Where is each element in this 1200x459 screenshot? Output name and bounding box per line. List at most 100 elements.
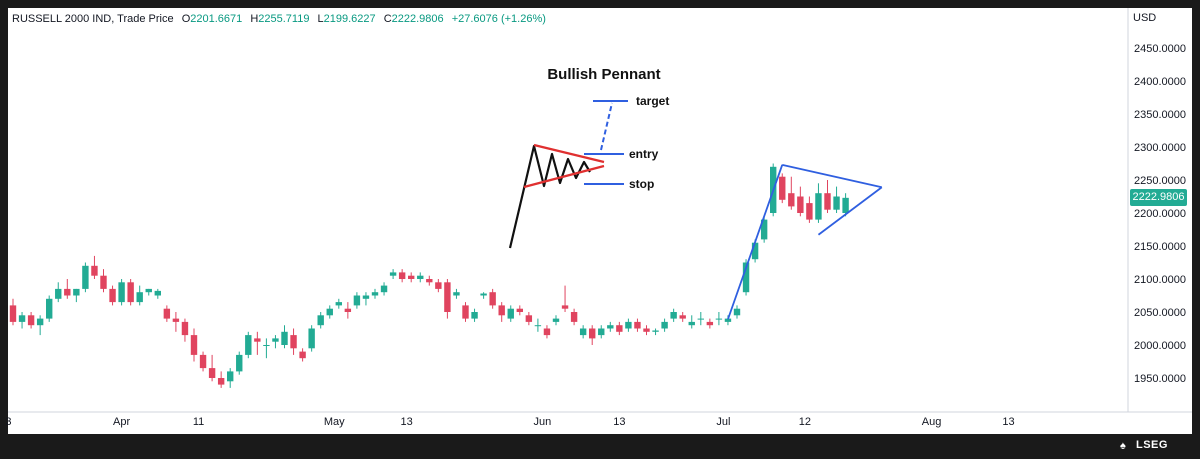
- candle-body: [109, 288, 116, 303]
- candle-body: [27, 315, 35, 326]
- pennant-upper-line: [533, 143, 605, 164]
- candle-body: [281, 331, 288, 345]
- candle-body: [154, 290, 161, 296]
- candle-body: [706, 321, 714, 326]
- candle-body: [507, 308, 514, 319]
- candle-body: [788, 193, 795, 207]
- bullish-pennant-diagram: Bullish Pennant target entry stop: [508, 66, 669, 249]
- candle-body: [380, 285, 388, 293]
- diagram-title: Bullish Pennant: [547, 66, 660, 83]
- y-tick-label: 1950.0000: [1134, 373, 1186, 385]
- y-tick-label: 2150.0000: [1134, 241, 1186, 253]
- candle-body: [625, 321, 632, 329]
- candle-body: [652, 330, 659, 332]
- candle-body: [398, 272, 406, 279]
- candle-body: [634, 321, 641, 329]
- candle-body: [100, 275, 107, 289]
- x-axis: 3 Apr 11 May 13 Jun 13 Jul 12 Aug 13: [5, 416, 1014, 428]
- currency-label[interactable]: USD: [1133, 12, 1157, 24]
- y-axis: 2450.0000 2400.0000 2350.0000 2300.0000 2250…: [1134, 43, 1186, 385]
- candle-body: [815, 193, 822, 220]
- pennant-pattern-lines: [727, 163, 883, 320]
- candle-body: [589, 328, 596, 339]
- x-tick-label: Aug: [922, 416, 942, 428]
- candle-body: [498, 305, 505, 316]
- symbol-label[interactable]: RUSSELL 2000 IND, Trade Price: [12, 13, 174, 25]
- candle-body: [335, 302, 342, 306]
- low-value: 2199.6227: [323, 13, 376, 25]
- candle-body: [824, 193, 831, 210]
- pole-and-zigzag: [508, 144, 591, 249]
- target-label: target: [636, 94, 669, 108]
- candle-body: [82, 265, 89, 289]
- entry-label: entry: [629, 147, 659, 161]
- candle-body: [679, 315, 686, 319]
- y-tick-label: 2200.0000: [1134, 208, 1186, 220]
- y-tick-label: 2050.0000: [1134, 307, 1186, 319]
- candle-body: [760, 219, 768, 240]
- candle-body: [55, 288, 62, 299]
- candle-body: [172, 318, 180, 322]
- close-label: C: [383, 13, 392, 25]
- candle-body: [163, 308, 171, 319]
- pennant-trendline: [727, 164, 784, 320]
- open-value: 2201.6671: [190, 13, 243, 25]
- candle-body: [598, 328, 605, 336]
- candle-body: [742, 262, 750, 293]
- x-tick-label: May: [324, 416, 345, 428]
- change-value: +27.6076 (+1.26%): [451, 13, 546, 25]
- candle-body: [145, 288, 152, 293]
- candle-body: [661, 321, 668, 329]
- x-tick-label: Jun: [534, 416, 552, 428]
- close-value: 2222.9806: [391, 13, 444, 25]
- candle-body: [254, 338, 261, 342]
- x-tick-label: Jul: [716, 416, 730, 428]
- high-value: 2255.7119: [258, 13, 310, 25]
- legend-header: RUSSELL 2000 IND, Trade Price O2201.6671…: [12, 13, 546, 25]
- y-tick-label: 2300.0000: [1134, 142, 1186, 154]
- candle-body: [18, 315, 26, 322]
- candle-body: [181, 321, 189, 336]
- candle-body: [471, 312, 478, 319]
- candle-body: [489, 292, 496, 306]
- x-tick-label: 13: [1002, 416, 1014, 428]
- candle-body: [779, 176, 786, 200]
- candle-body: [408, 275, 415, 279]
- candle-body: [290, 335, 297, 349]
- candle-body: [480, 293, 487, 296]
- candle-body: [607, 325, 614, 329]
- candle-body: [236, 354, 243, 372]
- candle-body: [715, 318, 723, 320]
- target-dashed-line: [600, 102, 613, 151]
- candle-body: [751, 242, 759, 260]
- lseg-logo-icon: ♠: [1120, 440, 1126, 452]
- pennant-trendline: [817, 186, 883, 236]
- open-label: O: [181, 13, 191, 25]
- candle-body: [263, 345, 270, 346]
- candle-body: [579, 328, 587, 336]
- y-tick-label: 2450.0000: [1134, 43, 1186, 55]
- candle-body: [543, 328, 551, 336]
- candle-body: [670, 312, 677, 319]
- candle-body: [833, 196, 840, 210]
- time-scale[interactable]: [8, 412, 1192, 434]
- candle-body: [227, 371, 234, 382]
- candle-body: [272, 338, 279, 342]
- x-tick-label: 3: [5, 416, 11, 428]
- candle-body: [570, 312, 578, 322]
- candle-body: [462, 305, 469, 319]
- candle-body: [136, 292, 143, 303]
- candle-body: [426, 279, 433, 283]
- candle-body: [73, 288, 80, 296]
- candle-body: [435, 282, 442, 289]
- low-label: L: [317, 13, 324, 25]
- candle-body: [199, 354, 207, 369]
- candle-body: [344, 308, 352, 312]
- candle-body: [643, 328, 650, 332]
- candle-body: [217, 378, 225, 385]
- price-scale[interactable]: [1128, 8, 1192, 412]
- x-tick-label: 13: [613, 416, 625, 428]
- x-tick-label: 12: [799, 416, 811, 428]
- x-tick-label: Apr: [113, 416, 130, 428]
